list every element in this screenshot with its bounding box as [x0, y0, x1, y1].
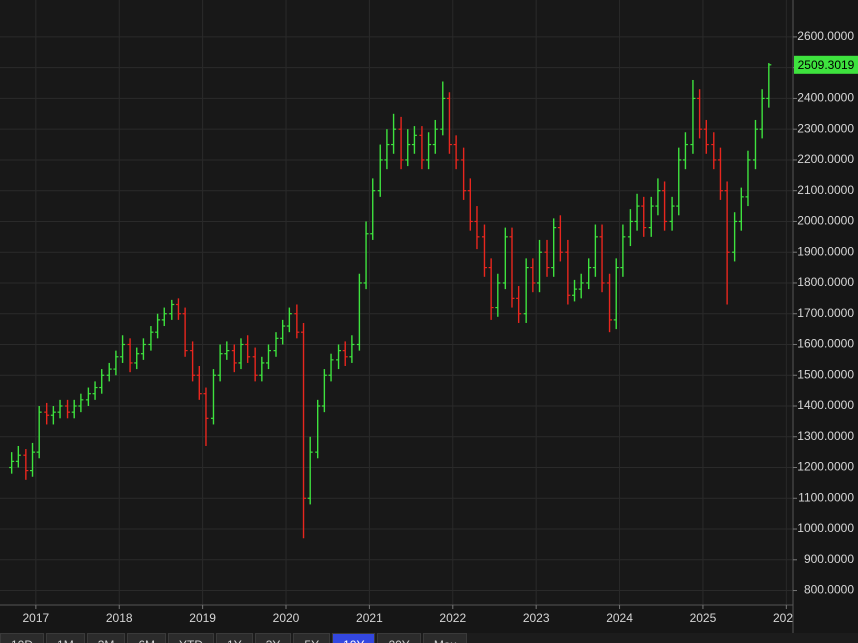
y-tick-label: 1000.0000	[797, 521, 854, 535]
y-tick-label: 1700.0000	[797, 306, 854, 320]
ohlc-bars	[9, 63, 772, 539]
y-tick-label: 2000.0000	[797, 214, 854, 228]
x-tick-label: 2024	[606, 611, 633, 625]
x-axis-panel	[0, 605, 858, 633]
range-button[interactable]: 20Y	[377, 633, 421, 643]
range-button[interactable]: 5Y	[293, 633, 331, 643]
range-button[interactable]: 3M	[86, 633, 126, 643]
y-tick-label: 1500.0000	[797, 367, 854, 381]
y-tick-label: 1300.0000	[797, 429, 854, 443]
x-tick-label: 2017	[23, 611, 50, 625]
y-tick-label: 800.0000	[804, 583, 854, 597]
x-tick-label: 2023	[523, 611, 550, 625]
x-tick-label: 2018	[106, 611, 133, 625]
range-button[interactable]: 1M	[46, 633, 85, 643]
x-tick-label: 2022	[439, 611, 466, 625]
range-button[interactable]: 10D	[0, 633, 45, 643]
range-button[interactable]: Max	[422, 633, 468, 643]
range-toolbar: 10D1M3M6MYTD1Y3Y5Y10Y20YMax	[0, 633, 858, 643]
y-tick-label: 1900.0000	[797, 244, 854, 258]
y-tick-label: 2400.0000	[797, 91, 854, 105]
range-button[interactable]: 3Y	[254, 633, 292, 643]
y-tick-label: 2600.0000	[797, 29, 854, 43]
range-button[interactable]: 6M	[127, 633, 167, 643]
last-price-tag	[794, 55, 858, 74]
x-tick-label: 2020	[273, 611, 300, 625]
y-tick-label: 2300.0000	[797, 121, 854, 135]
y-tick-label: 2100.0000	[797, 183, 854, 197]
y-tick-label: 1600.0000	[797, 337, 854, 351]
y-tick-label: 1400.0000	[797, 398, 854, 412]
range-button[interactable]: 10Y	[332, 633, 376, 643]
x-tick-label: 2019	[189, 611, 216, 625]
y-tick-label: 1100.0000	[798, 490, 854, 504]
y-axis-panel	[793, 0, 858, 633]
x-tick-label: 2025	[690, 611, 717, 625]
y-tick-label: 900.0000	[804, 552, 854, 566]
y-tick-label: 2200.0000	[797, 152, 854, 166]
last-price-label: 2509.3019	[798, 58, 855, 72]
range-button[interactable]: YTD	[168, 633, 215, 643]
range-button[interactable]: 1Y	[216, 633, 253, 643]
y-tick-label: 1200.0000	[797, 460, 854, 474]
y-tick-label: 1800.0000	[797, 275, 854, 289]
x-tick-label: 2021	[356, 611, 383, 625]
